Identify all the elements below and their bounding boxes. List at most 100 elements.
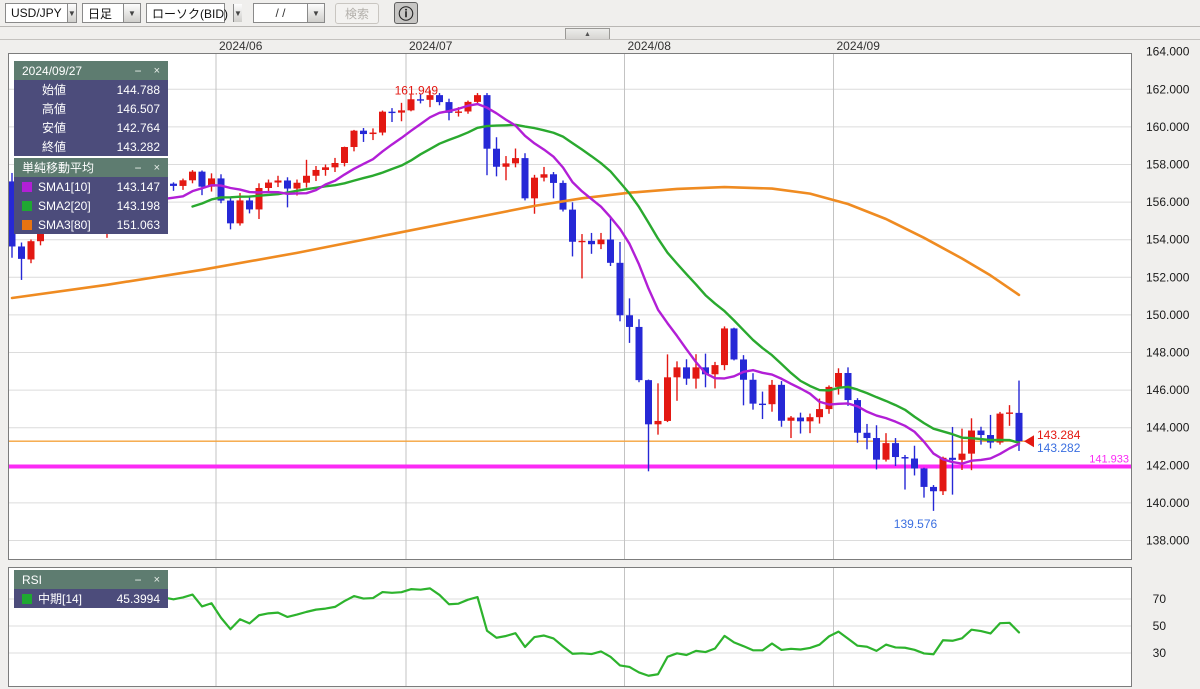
- price-axis-tick: 162.000: [1146, 82, 1190, 96]
- price-axis-tick: 140.000: [1146, 496, 1190, 510]
- price-axis-tick: 142.000: [1146, 458, 1190, 472]
- legend-label: SMA2[20]: [38, 198, 91, 213]
- series-swatch: [22, 593, 32, 604]
- month-label: 2024/09: [837, 39, 881, 53]
- rsi-panel: RSI − × 中期[14] 45.3994: [14, 570, 168, 608]
- rsi-panel-rows: 中期[14] 45.3994: [14, 589, 168, 608]
- legend-value: 142.764: [116, 120, 160, 135]
- price-axis-tick: 150.000: [1146, 308, 1190, 322]
- timeframe-select-value: 日足: [88, 6, 113, 21]
- minimize-icon[interactable]: −: [134, 63, 142, 78]
- legend-row: 安値 142.764: [14, 118, 168, 137]
- price-axis-tick: 156.000: [1146, 195, 1190, 209]
- legend-value: 144.788: [116, 82, 160, 97]
- legend-label: 安値: [42, 121, 67, 135]
- ohlc-panel: 2024/09/27 − × 始値 144.788 高値 146.507 安値 142.7…: [14, 61, 168, 156]
- legend-row: SMA1[10] 143.147: [14, 177, 168, 196]
- ohlc-panel-rows: 始値 144.788 高値 146.507 安値 142.764 終値 143.282: [14, 80, 168, 156]
- series-swatch: [22, 219, 32, 230]
- legend-value: 143.198: [116, 198, 160, 213]
- legend-row: 中期[14] 45.3994: [14, 589, 168, 608]
- legend-row: 終値 143.282: [14, 137, 168, 156]
- bid-price-tag: 143.282: [1037, 441, 1081, 455]
- price-axis-tick: 158.000: [1146, 158, 1190, 172]
- legend-value: 45.3994: [116, 591, 160, 606]
- high-price-marker: 161.949: [395, 83, 439, 97]
- close-icon[interactable]: ×: [153, 64, 160, 77]
- ohlc-panel-title: 2024/09/27: [22, 63, 83, 78]
- rsi-axis-tick: 70: [1153, 592, 1167, 606]
- chevron-down-icon[interactable]: ▼: [307, 4, 324, 22]
- chevron-down-icon[interactable]: ▼: [66, 4, 76, 22]
- rsi-pane-layer: [9, 568, 1131, 686]
- legend-label: SMA3[80]: [38, 217, 91, 232]
- rsi-axis-tick: 30: [1153, 646, 1167, 660]
- price-axis-tick: 144.000: [1146, 421, 1190, 435]
- search-button[interactable]: 検索: [335, 2, 379, 24]
- sma-panel: 単純移動平均 − × SMA1[10] 143.147 SMA2[20] 143.19…: [14, 158, 168, 234]
- month-label: 2024/07: [409, 39, 453, 53]
- legend-row: 高値 146.507: [14, 99, 168, 118]
- timeframe-select[interactable]: 日足 ▼: [82, 3, 141, 23]
- rsi-line: [143, 587, 1021, 677]
- sma-panel-rows: SMA1[10] 143.147 SMA2[20] 143.198 SMA3[80] 15…: [14, 177, 168, 234]
- series-swatch: [22, 181, 32, 192]
- sma2-line: [191, 123, 1021, 444]
- month-label: 2024/08: [628, 39, 672, 53]
- legend-label: 高値: [42, 102, 67, 116]
- legend-label: 始値: [42, 83, 67, 97]
- sma3-line: [10, 185, 1021, 300]
- sma-panel-title: 単純移動平均: [22, 161, 95, 175]
- minimize-icon[interactable]: −: [134, 572, 142, 587]
- date-input-value[interactable]: / /: [275, 6, 286, 20]
- legend-row: SMA2[20] 143.198: [14, 196, 168, 215]
- chevron-down-icon[interactable]: ▼: [123, 4, 140, 22]
- chart-type-select-value: ローソク(BID): [152, 6, 228, 21]
- toolbar: USD/JPY ▼ 日足 ▼ ローソク(BID) ▼ / / ▼ 検索 ⓘ: [0, 0, 1200, 27]
- rsi-panel-header[interactable]: RSI − ×: [14, 570, 168, 589]
- collapse-strip: ▲: [0, 27, 1200, 40]
- price-axis-tick: 138.000: [1146, 534, 1190, 548]
- legend-row: 始値 144.788: [14, 80, 168, 99]
- current-price-arrow-icon: [1024, 435, 1034, 448]
- chevron-up-icon: ▲: [584, 30, 591, 38]
- price-axis-tick: 146.000: [1146, 383, 1190, 397]
- legend-value: 151.063: [116, 217, 160, 232]
- minimize-icon[interactable]: −: [134, 160, 142, 175]
- price-line-label: 141.933: [1089, 454, 1129, 466]
- rsi-plot[interactable]: [8, 567, 1132, 687]
- chart-type-select[interactable]: ローソク(BID) ▼: [146, 3, 242, 23]
- rsi-axis-tick: 50: [1153, 619, 1167, 633]
- rsi-panel-title: RSI: [22, 572, 43, 587]
- price-axis-tick: 148.000: [1146, 346, 1190, 360]
- ask-price-tag: 143.284: [1037, 428, 1081, 442]
- month-label: 2024/06: [219, 39, 263, 53]
- price-axis-tick: 152.000: [1146, 270, 1190, 284]
- price-axis-tick: 160.000: [1146, 120, 1190, 134]
- legend-value: 146.507: [116, 101, 160, 116]
- price-axis-tick: 164.000: [1146, 45, 1190, 59]
- series-swatch: [22, 200, 32, 211]
- legend-value: 143.147: [116, 179, 160, 194]
- low-price-marker: 139.576: [894, 517, 938, 531]
- info-icon-button[interactable]: ⓘ: [394, 2, 418, 24]
- sma-panel-header[interactable]: 単純移動平均 − ×: [14, 158, 168, 177]
- price-axis-tick: 154.000: [1146, 233, 1190, 247]
- legend-value: 143.282: [116, 139, 160, 154]
- pair-select-value: USD/JPY: [11, 6, 62, 20]
- legend-label: 中期[14]: [38, 592, 83, 606]
- chevron-down-icon[interactable]: ▼: [233, 4, 242, 22]
- legend-label: 終値: [42, 140, 67, 154]
- date-input[interactable]: / / ▼: [253, 3, 325, 23]
- legend-row: SMA3[80] 151.063: [14, 215, 168, 234]
- pair-select[interactable]: USD/JPY ▼: [5, 3, 77, 23]
- close-icon[interactable]: ×: [153, 161, 160, 174]
- info-icon: ⓘ: [398, 5, 414, 23]
- close-icon[interactable]: ×: [153, 573, 160, 586]
- legend-label: SMA1[10]: [38, 179, 91, 194]
- ohlc-panel-header[interactable]: 2024/09/27 − ×: [14, 61, 168, 80]
- collapse-panel-button[interactable]: ▲: [565, 28, 610, 39]
